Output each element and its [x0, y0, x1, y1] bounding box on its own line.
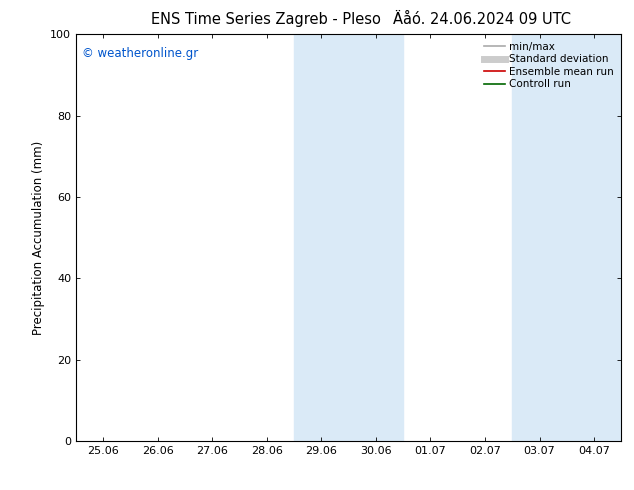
Text: ENS Time Series Zagreb - Pleso: ENS Time Series Zagreb - Pleso	[152, 12, 381, 27]
Y-axis label: Precipitation Accumulation (mm): Precipitation Accumulation (mm)	[32, 141, 44, 335]
Bar	[349, 34, 403, 441]
Legend: min/max, Standard deviation, Ensemble mean run, Controll run: min/max, Standard deviation, Ensemble me…	[482, 40, 616, 92]
Text: © weatheronline.gr: © weatheronline.gr	[82, 47, 198, 59]
Bar	[512, 34, 567, 441]
Text: Äåó. 24.06.2024 09 UTC: Äåó. 24.06.2024 09 UTC	[393, 12, 571, 27]
Bar	[294, 34, 349, 441]
Bar	[567, 34, 621, 441]
